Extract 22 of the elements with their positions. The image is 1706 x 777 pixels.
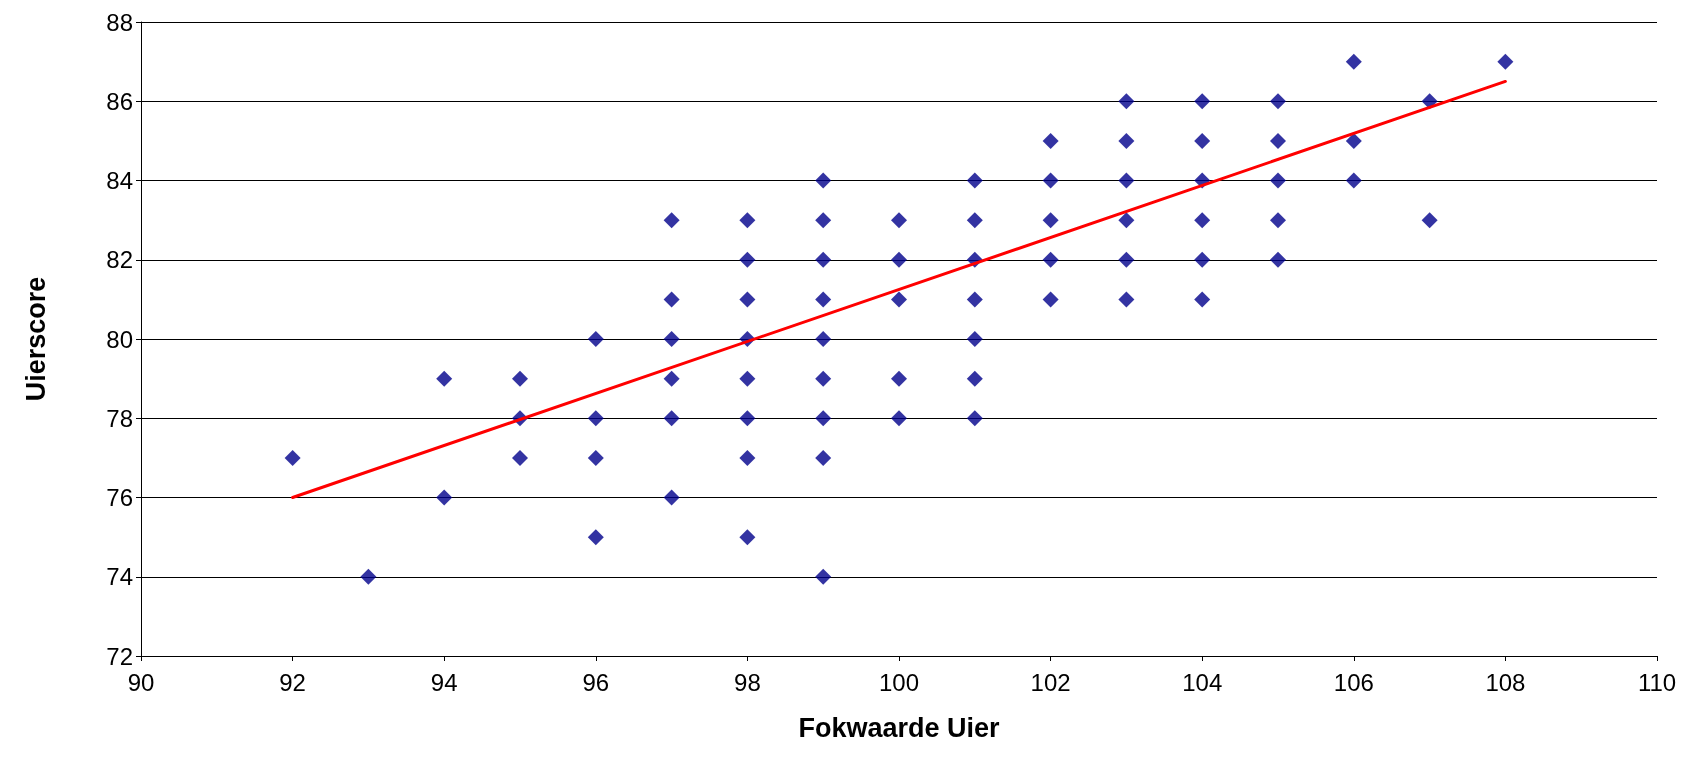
- y-tick-label: 78: [106, 404, 133, 432]
- x-tick-label: 96: [582, 668, 610, 696]
- x-tick-label: 100: [878, 668, 920, 696]
- x-tick-label: 94: [430, 668, 458, 696]
- x-tick-label: 108: [1485, 668, 1526, 696]
- y-tick-label: 80: [106, 325, 133, 353]
- y-tick-label: 72: [106, 642, 133, 670]
- x-tick-label: 110: [1637, 668, 1677, 696]
- y-tick-label: 74: [106, 563, 133, 591]
- x-tick-label: 98: [734, 668, 761, 696]
- y-tick-label: 88: [106, 8, 133, 36]
- x-tick-label: 106: [1333, 668, 1374, 696]
- y-tick-label: 82: [106, 246, 133, 274]
- y-axis-title: Uierscore: [20, 276, 51, 402]
- x-tick-label: 92: [279, 668, 306, 696]
- x-tick-label: 90: [127, 668, 155, 696]
- x-tick-label: 104: [1182, 668, 1223, 696]
- y-tick-label: 86: [106, 87, 133, 115]
- y-tick-label: 76: [106, 484, 133, 511]
- y-tick-label: 84: [106, 167, 133, 194]
- x-axis-title: Fokwaarde Uier: [798, 712, 1001, 743]
- x-tick-label: 102: [1030, 668, 1071, 696]
